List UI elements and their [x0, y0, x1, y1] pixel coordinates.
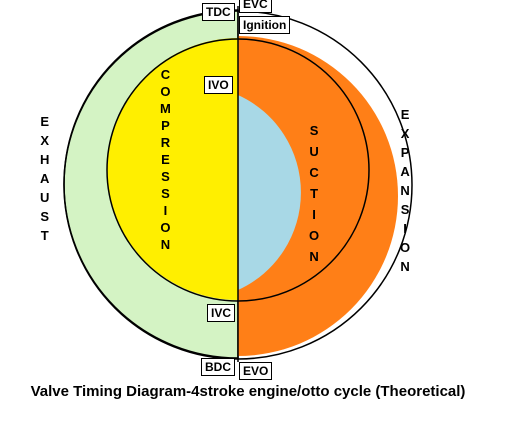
suction-stroke-letter: O: [309, 228, 320, 243]
compression-stroke-letter: M: [160, 101, 171, 116]
expansion-stroke-letter: O: [400, 240, 411, 255]
evo-label: EVO: [239, 362, 273, 380]
exhaust-stroke-letter: A: [40, 171, 50, 186]
bdc-label: BDC: [201, 358, 235, 376]
compression-stroke-letter: E: [161, 152, 170, 167]
exhaust-stroke-letter: E: [40, 114, 50, 129]
expansion-stroke-letter: A: [400, 164, 410, 179]
suction-arc: [238, 95, 301, 290]
expansion-stroke-letter: S: [400, 202, 410, 217]
expansion-stroke-letter: I: [403, 221, 407, 236]
compression-stroke-letter: I: [163, 203, 168, 218]
diagram-caption: Valve Timing Diagram-4stroke engine/otto…: [30, 383, 466, 400]
compression-stroke-letter: P: [161, 118, 170, 133]
expansion-stroke-letter: N: [400, 183, 410, 198]
expansion-stroke-letter: X: [400, 126, 410, 141]
ivo-label: IVO: [204, 76, 233, 94]
compression-stroke-letter: C: [160, 67, 171, 82]
compression-stroke-letter: O: [160, 84, 171, 99]
evc-label: EVC: [239, 0, 272, 13]
suction-stroke-letter: N: [309, 249, 319, 264]
compression-arc: [107, 38, 238, 300]
suction-stroke-letter: T: [310, 186, 319, 201]
suction-stroke-letter: I: [312, 207, 316, 222]
suction-stroke-letter: U: [309, 144, 319, 159]
exhaust-stroke-letter: H: [40, 152, 50, 167]
suction-stroke-letter: S: [309, 123, 319, 138]
exhaust-stroke-letter: X: [40, 133, 50, 148]
compression-stroke-letter: S: [161, 169, 170, 184]
exhaust-stroke-letter: S: [40, 209, 50, 224]
ignition-label: Ignition: [239, 16, 291, 34]
exhaust-stroke-letter: U: [40, 190, 50, 205]
suction-stroke-letter: C: [309, 165, 319, 180]
compression-stroke-letter: S: [161, 186, 170, 201]
compression-stroke-letter: R: [160, 135, 171, 150]
expansion-stroke-letter: N: [400, 259, 410, 274]
ivc-label: IVC: [207, 304, 236, 322]
expansion-stroke-letter: E: [400, 107, 410, 122]
compression-stroke-letter: N: [160, 237, 171, 252]
tdc-label: TDC: [202, 3, 235, 21]
compression-stroke-letter: O: [160, 220, 171, 235]
expansion-stroke-letter: P: [400, 145, 410, 160]
exhaust-stroke-letter: T: [40, 228, 49, 243]
